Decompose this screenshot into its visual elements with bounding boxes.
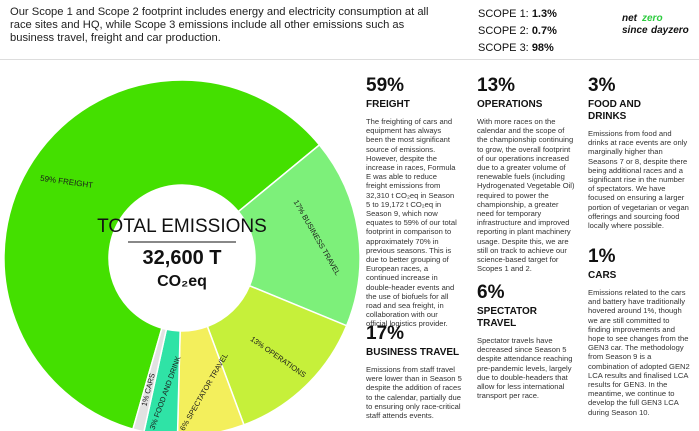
header-divider [0,59,699,60]
operations-body: With more races on the calendar and the … [477,117,575,274]
spectator-travel-label: SPECTATOR TRAVEL [477,306,538,329]
food-section: 3% FOOD AND DRINKS Emissions from food a… [588,75,692,231]
scope-1-value: 1.3% [531,8,557,20]
chart-unit: CO₂eq [157,273,207,290]
cars-section: 1% CARS Emissions related to the cars an… [588,247,692,417]
spectator-travel-pct: 6% [477,282,505,303]
chart-total: 32,600 T [143,247,222,269]
food-body: Emissions from food and drinks at race e… [588,129,689,231]
cars-label: CARS [588,270,617,281]
freight-pct: 59% [366,75,405,96]
intro-text: Our Scope 1 and Scope 2 footprint includ… [10,6,429,44]
operations-label: OPERATIONS [477,99,543,110]
scope-3-label: SCOPE 3: [478,42,529,54]
cars-body: Emissions related to the cars and batter… [588,288,690,417]
food-label: FOOD AND DRINKS [588,99,641,122]
operations-section: 13% OPERATIONS With more races on the ca… [477,75,577,274]
freight-section: 59% FREIGHT The freighting of cars and e… [366,76,459,329]
net-zero-logo: net zero since dayzero [622,13,689,36]
chart-title: TOTAL EMISSIONS [97,216,267,237]
operations-pct: 13% [477,75,516,96]
scope-2-value: 0.7% [531,25,557,37]
scope-summary: SCOPE 1: 1.3% SCOPE 2: 0.7% SCOPE 3: 98% [478,6,557,57]
chart-center-hole [109,185,255,331]
business-travel-pct: 17% [366,323,405,344]
svg-text:net: net [622,13,638,24]
spectator-travel-section: 6% SPECTATOR TRAVEL Spectator travels ha… [477,282,577,401]
business-travel-label: BUSINESS TRAVEL [366,347,460,358]
freight-label: FREIGHT [366,99,410,110]
spectator-travel-body: Spectator travels have decreased since S… [477,336,573,401]
svg-text:since: since [622,25,648,36]
freight-body: The freighting of cars and equipment has… [366,117,457,329]
scope-2-row: SCOPE 2: 0.7% [478,23,557,40]
scope-3-value: 98% [531,42,554,54]
scope-2-label: SCOPE 2: [478,25,529,37]
scope-3-row: SCOPE 3: 98% [478,40,557,57]
svg-text:zero: zero [641,13,663,24]
scope-1-row: SCOPE 1: 1.3% [478,6,557,23]
cars-pct: 1% [588,246,616,267]
food-pct: 3% [588,75,616,96]
scope-1-label: SCOPE 1: [478,8,529,20]
business-travel-body: Emissions from staff travel were lower t… [366,365,462,421]
svg-text:dayzero: dayzero [651,25,689,36]
business-travel-section: 17% BUSINESS TRAVEL Emissions from staff… [366,323,463,421]
